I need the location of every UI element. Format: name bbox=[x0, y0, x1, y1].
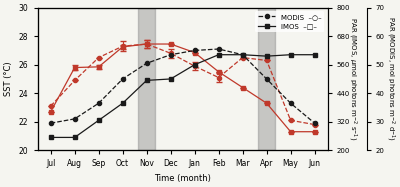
Y-axis label: PAR (MODIS, mol photons m$^{-2}$ d$^{-1}$): PAR (MODIS, mol photons m$^{-2}$ d$^{-1}… bbox=[384, 16, 396, 142]
Bar bbox=[138, 8, 155, 150]
X-axis label: Time (month): Time (month) bbox=[154, 174, 211, 183]
Y-axis label: SST (°C): SST (°C) bbox=[4, 62, 13, 96]
Legend: MODIS  –○–, IMOS  –□–: MODIS –○–, IMOS –□– bbox=[255, 11, 324, 32]
Bar bbox=[258, 8, 275, 150]
Y-axis label: PAR (IMOS, $\mu$mol photons m$^{-2}$ s$^{-1}$): PAR (IMOS, $\mu$mol photons m$^{-2}$ s$^… bbox=[346, 17, 359, 141]
